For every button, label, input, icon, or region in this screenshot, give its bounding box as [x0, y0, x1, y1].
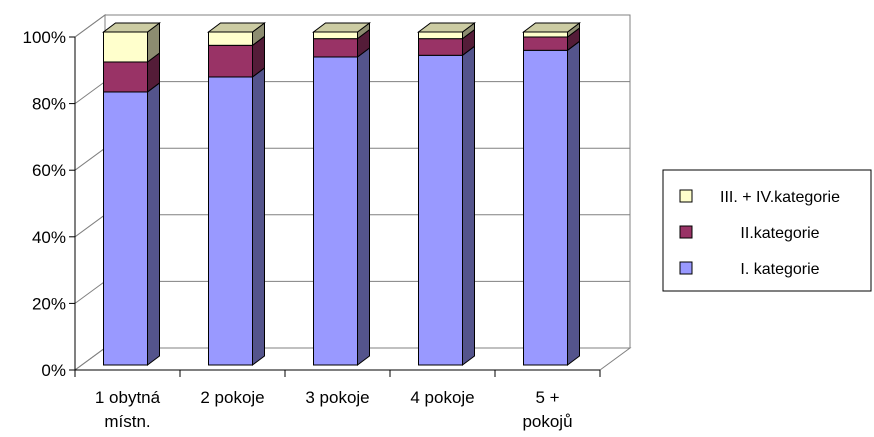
bar-segment-top [312, 22, 371, 33]
legend-swatch [679, 189, 693, 203]
bar-stack [312, 22, 371, 366]
bar-stack [417, 22, 476, 366]
bar-segment-front [103, 31, 148, 63]
x-axis-tick-labels: 1 obytná místn. 2 pokoje 3 pokoje 4 pokoje 5 … [95, 388, 573, 431]
y-tick-label: 80% [32, 95, 66, 114]
gridline-side [74, 81, 106, 105]
bar-segment-front [523, 31, 568, 38]
gridline-side [74, 147, 106, 171]
gridline-side [74, 347, 106, 371]
side-wall [74, 14, 106, 371]
bar-segment-front [103, 61, 148, 93]
legend-box [662, 169, 872, 292]
gridline-side [74, 280, 106, 304]
bar-segment-front [523, 49, 568, 366]
bar-segment-front [313, 38, 358, 58]
bar-segment-front [418, 38, 463, 56]
bar-stack [102, 22, 161, 366]
axes [69, 36, 601, 377]
bar-segment-front [208, 44, 253, 78]
y-tick-label: 60% [32, 161, 66, 180]
x-tick-label: 3 pokoje [305, 388, 369, 407]
gridline-side [74, 14, 106, 38]
x-tick-label: 1 obytná [95, 388, 161, 407]
legend: III. + IV.kategorie II.kategorie I. katego… [662, 169, 872, 292]
x-tick-label: 5 + [535, 388, 559, 407]
bar-segment-side [252, 66, 265, 366]
bar-segment-side [357, 46, 370, 366]
bar-stack [522, 22, 581, 366]
gridline-side [74, 214, 106, 238]
bar-segment-top [207, 22, 266, 33]
legend-label: III. + IV.kategorie [720, 189, 840, 206]
x-tick-label: pokojů [522, 412, 572, 431]
bar-segment-front [418, 31, 463, 40]
legend-swatch [679, 261, 693, 275]
legend-swatch [679, 225, 693, 239]
bar-segment-top [102, 22, 161, 33]
bar-segment-front [418, 54, 463, 366]
bar-segment-front [208, 31, 253, 46]
y-tick-label: 0% [41, 361, 66, 380]
bar-segment-front [313, 31, 358, 40]
x-tick-label: 4 pokoje [410, 388, 474, 407]
bar-stack [207, 22, 266, 366]
y-axis-tick-labels: 0% 20% 40% 60% 80% 100% [23, 28, 66, 380]
x-tick-label: 2 pokoje [200, 388, 264, 407]
bar-segment-side [462, 45, 475, 366]
bar-segment-front [208, 76, 253, 366]
x-tick-label: místn. [104, 412, 150, 431]
y-tick-label: 40% [32, 228, 66, 247]
bar-segment-side [567, 40, 580, 366]
bar-segment-front [313, 56, 358, 366]
bar-segment-top [522, 22, 581, 33]
legend-label: I. kategorie [740, 261, 819, 278]
legend-label: II.kategorie [740, 225, 819, 242]
bar-segment-front [103, 91, 148, 366]
y-tick-label: 20% [32, 294, 66, 313]
bar-segment-front [523, 36, 568, 51]
bar-segment-side [147, 81, 160, 366]
bar-segment-top [417, 22, 476, 33]
bars [102, 22, 581, 366]
y-tick-label: 100% [23, 28, 66, 47]
